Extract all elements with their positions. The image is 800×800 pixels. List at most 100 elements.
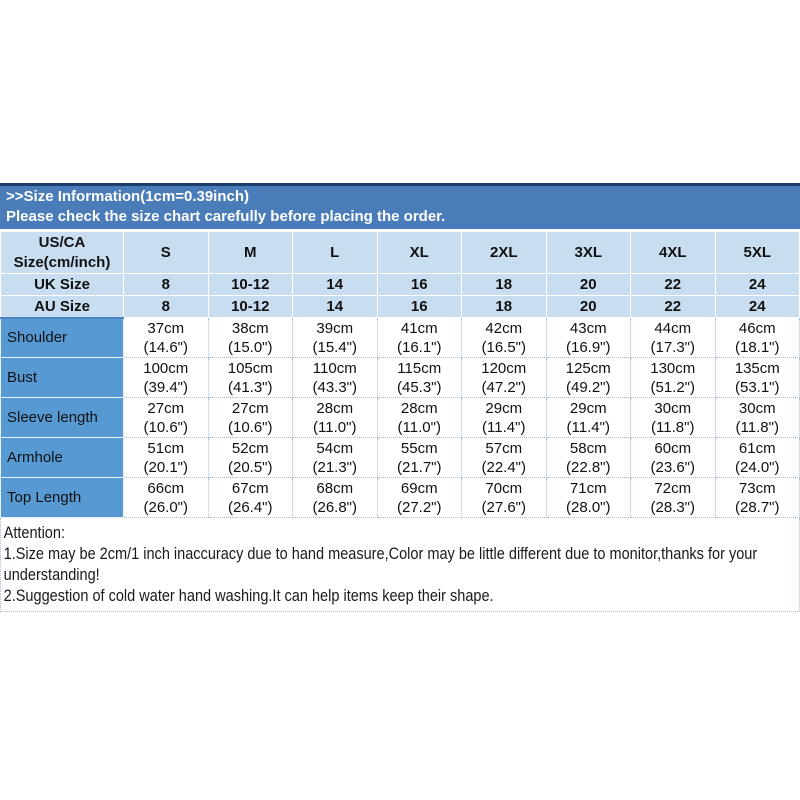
banner-title: >>Size Information(1cm=0.39inch) [6,188,249,205]
inch-value: (45.3") [396,378,442,396]
cm-value: 115cm [397,359,442,377]
size-column-header: L [292,231,378,274]
cm-value: 125cm [565,359,611,377]
measurement-cell: 72cm (28.3") [630,477,716,518]
inch-value: (11.8") [651,418,695,436]
cm-value: 41cm [400,319,438,337]
size-column-header: 5XL [714,231,800,274]
cm-value: 30cm [738,399,776,417]
measurement-cell: 61cm (24.0") [714,437,800,478]
inch-value: (18.1") [734,338,780,356]
cm-value: 29cm [485,399,523,417]
measurement-cell: 27cm (10.6") [123,397,209,438]
corner-header: US/CA Size(cm/inch) [0,231,124,274]
inch-value: (11.8") [735,418,779,436]
measurement-cell: 100cm (39.4") [123,357,209,398]
inch-value: (22.4") [481,458,526,476]
measurement-cell: 54cm (21.3") [292,437,378,478]
measurement-cell: 60cm (23.6") [630,437,716,478]
uk-size-value: 22 [630,273,716,296]
uk-size-label: UK Size [0,273,124,296]
inch-value: (23.6") [650,458,695,476]
measurement-row: Shoulder 37cm (14.6") 38cm (15.0") 39cm (15.4"… [0,317,800,358]
cm-value: 120cm [481,359,527,377]
measurement-cell: 57cm (22.4") [461,437,547,478]
inch-value: (39.4") [143,378,188,396]
cm-value: 61cm [738,439,776,457]
measurement-cell: 28cm (11.0") [292,397,378,438]
measurement-cell: 70cm (27.6") [461,477,547,518]
cm-value: 51cm [147,439,185,457]
measurement-cell: 39cm (15.4") [292,317,378,358]
measurement-cell: 43cm (16.9") [545,317,631,358]
inch-value: (20.5") [227,458,273,476]
uk-size-value: 18 [461,273,547,296]
inch-value: (43.3") [312,378,357,396]
au-size-value: 10-12 [207,295,293,318]
cm-value: 73cm [738,479,776,497]
uk-size-value: 24 [714,273,800,296]
inch-value: (27.6") [481,498,526,516]
cm-value: 42cm [485,319,523,337]
cm-value: 72cm [654,479,692,497]
inch-value: (28.0") [565,498,611,516]
inch-value: (16.1") [396,338,442,356]
au-size-label: AU Size [0,295,124,319]
measurement-cell: 41cm (16.1") [376,317,462,358]
cm-value: 29cm [569,399,607,417]
size-column-header: S [123,231,209,274]
cm-value: 28cm [400,399,438,417]
measurement-label: Sleeve length [0,397,124,438]
inch-value: (41.3") [227,378,273,396]
cm-value: 52cm [231,439,269,457]
inch-value: (28.3") [650,498,695,516]
cm-value: 68cm [316,479,354,497]
cm-value: 46cm [738,319,776,337]
au-size-value: 20 [545,295,631,318]
uk-size-value: 14 [292,273,378,296]
au-size-value: 16 [376,295,462,318]
measurement-cell: 52cm (20.5") [207,437,293,478]
measurement-cell: 105cm (41.3") [207,357,293,398]
inch-value: (11.0") [313,418,357,436]
measurement-row: Sleeve length 27cm (10.6") 27cm (10.6") 28cm(… [0,397,800,438]
inch-value: (15.0") [227,338,273,356]
cm-value: 27cm [147,399,185,417]
measurement-cell: 68cm (26.8") [292,477,378,518]
measurement-cell: 130cm (51.2") [630,357,716,398]
measurement-cell: 27cm (10.6") [207,397,293,438]
cm-value: 54cm [316,439,354,457]
inch-value: (21.3") [312,458,357,476]
cm-value: 58cm [569,439,607,457]
measurement-label: Bust [0,357,124,398]
au-size-value: 24 [714,295,800,318]
size-chart-table: US/CA Size(cm/inch) S M L XL 2XL 3XL 4XL 5XL UK… [0,231,800,518]
corner-header-line1: US/CA [38,233,86,251]
inch-value: (20.1") [143,458,188,476]
cm-value: 28cm [316,399,354,417]
cm-value: 130cm [650,359,696,377]
measurement-row: Top Length 66cm (26.0") 67cm (26.4") 68cm (26.… [0,477,800,518]
uk-size-value: 8 [123,273,209,296]
inch-value: (26.0") [143,498,188,516]
au-size-row: AU Size 8 10-12 14 16 18 20 22 24 [0,295,800,319]
measurement-cell: 120cm (47.2") [461,357,547,398]
attention-title: Attention: [3,524,65,542]
cm-value: 67cm [231,479,269,497]
inch-value: (16.9") [565,338,611,356]
size-column-header: 2XL [461,231,547,274]
cm-value: 57cm [485,439,523,457]
measurement-cell: 28cm (11.0") [376,397,462,438]
measurement-row: Armhole 51cm (20.1") 52cm (20.5") 54cm (21.3")… [0,437,800,478]
cm-value: 70cm [485,479,523,497]
inch-value: (22.8") [565,458,611,476]
inch-value: (28.7") [734,498,780,516]
cm-value: 60cm [654,439,692,457]
inch-value: (14.6") [143,338,188,356]
inch-value: (16.5") [481,338,526,356]
attention-note-2: 2.Suggestion of cold water hand washing.… [3,587,494,605]
measurement-label: Top Length [0,477,124,518]
cm-value: 110cm [312,359,357,377]
measurement-cell: 37cm (14.6") [123,317,209,358]
inch-value: (53.1") [734,378,780,396]
